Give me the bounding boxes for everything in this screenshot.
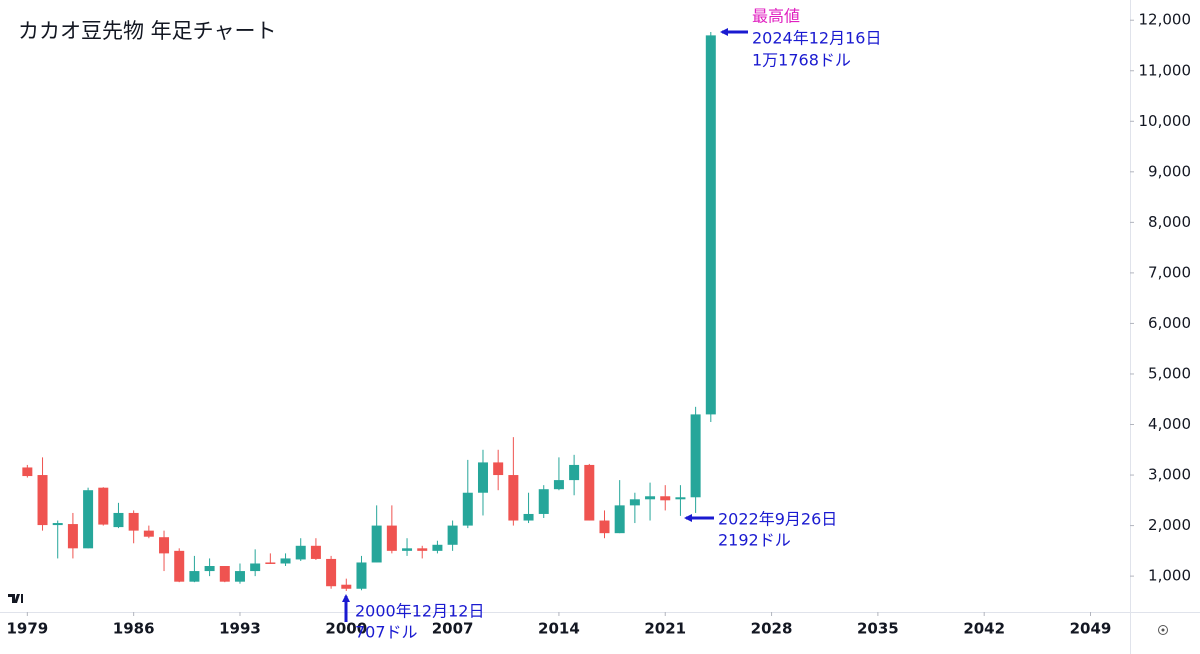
candle-body <box>341 584 352 589</box>
candle-body <box>614 505 625 534</box>
y-tick-label: 6,000 <box>1148 314 1191 332</box>
annotation-text: 最高値 <box>752 7 800 26</box>
x-tick-label: 2049 <box>1070 620 1112 638</box>
annotation-text: 2024年12月16日 <box>752 29 881 48</box>
candle-body <box>477 462 488 493</box>
candle-body <box>204 566 215 572</box>
y-tick-label: 7,000 <box>1148 263 1191 281</box>
candle-body <box>219 566 230 582</box>
x-tick-label: 2042 <box>963 620 1005 638</box>
settings-icon <box>1158 625 1168 635</box>
chart-title: カカオ豆先物 年足チャート <box>18 19 276 43</box>
y-tick-label: 2,000 <box>1148 516 1191 534</box>
candle-body <box>523 513 534 521</box>
x-tick-label: 1979 <box>6 620 48 638</box>
x-tick-label: 2000 <box>325 620 367 638</box>
candle-body <box>250 563 261 572</box>
candle-body <box>52 523 63 526</box>
candle-body <box>462 492 473 526</box>
logo <box>8 594 23 603</box>
x-tick-label: 2028 <box>751 620 793 638</box>
candle-body <box>690 414 701 498</box>
candle-body <box>143 530 154 537</box>
y-tick-label: 11,000 <box>1139 61 1192 79</box>
candle-body <box>83 490 94 549</box>
candle-body <box>553 480 564 490</box>
candle-body <box>675 497 686 500</box>
candle-body <box>371 525 382 563</box>
candle-body <box>310 545 321 559</box>
candle-body <box>402 548 413 551</box>
candle-body <box>174 550 185 582</box>
annotation-text: 2022年9月26日 <box>718 510 837 529</box>
candle-body <box>98 487 109 525</box>
candle-body <box>295 545 306 560</box>
x-tick-label: 2035 <box>857 620 899 638</box>
annotation-text: 707ドル <box>355 623 418 642</box>
y-tick-label: 9,000 <box>1148 162 1191 180</box>
candle-body <box>599 520 610 534</box>
candle-body <box>432 544 443 551</box>
candle-body <box>326 558 337 587</box>
candle-body <box>159 537 170 554</box>
candle-body <box>493 462 504 476</box>
y-tick-label: 5,000 <box>1148 364 1191 382</box>
y-tick-label: 8,000 <box>1148 213 1191 231</box>
candle-body <box>538 489 549 514</box>
x-tick-label: 2014 <box>538 620 580 638</box>
candle-body <box>508 475 519 521</box>
annotation-text: 2000年12月12日 <box>355 602 484 621</box>
x-tick-label: 2007 <box>432 620 474 638</box>
annotation-text: 2192ドル <box>718 531 791 550</box>
y-tick-label: 12,000 <box>1139 11 1192 29</box>
x-tick-label: 1986 <box>113 620 155 638</box>
candle-body <box>22 467 33 477</box>
candle-body <box>386 525 397 551</box>
annotation-text: 1万1768ドル <box>752 51 851 70</box>
candle-body <box>189 571 200 582</box>
candle-body <box>67 524 78 549</box>
candle-body <box>447 525 458 545</box>
y-tick-label: 4,000 <box>1148 415 1191 433</box>
candle-body <box>113 512 124 528</box>
candle-body <box>645 496 656 500</box>
candle-body <box>569 464 580 481</box>
candle-body <box>629 499 640 506</box>
candle-body <box>660 496 671 501</box>
candle-body <box>280 558 291 564</box>
y-tick-label: 3,000 <box>1148 466 1191 484</box>
candle-body <box>234 571 245 582</box>
candle-body <box>417 548 428 551</box>
y-tick-label: 10,000 <box>1139 112 1192 130</box>
candle-body <box>356 562 367 589</box>
candle-body <box>128 512 139 531</box>
candle-body <box>584 464 595 521</box>
y-tick-label: 1,000 <box>1148 567 1191 585</box>
candle-body <box>705 35 716 415</box>
candle-body <box>265 562 276 564</box>
x-tick-label: 2021 <box>644 620 686 638</box>
candle-body <box>37 475 48 526</box>
x-tick-label: 1993 <box>219 620 261 638</box>
